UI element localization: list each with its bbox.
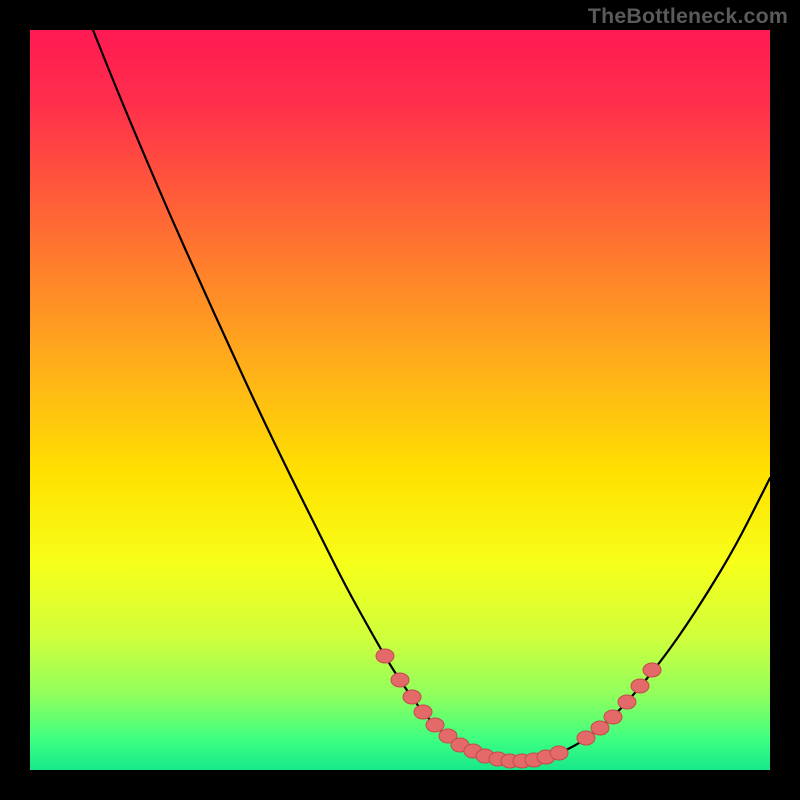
marker-group (376, 649, 661, 768)
curve-marker (618, 695, 636, 709)
curve-marker (550, 746, 568, 760)
chart-frame: TheBottleneck.com (0, 0, 800, 800)
bottleneck-curve (93, 30, 770, 761)
curve-marker (403, 690, 421, 704)
curve-marker (414, 705, 432, 719)
curve-layer (30, 30, 770, 770)
curve-marker (391, 673, 409, 687)
watermark-text: TheBottleneck.com (588, 4, 788, 29)
plot-area (30, 30, 770, 770)
curve-marker (591, 721, 609, 735)
curve-marker (631, 679, 649, 693)
curve-marker (577, 731, 595, 745)
curve-marker (376, 649, 394, 663)
curve-marker (604, 710, 622, 724)
curve-marker (426, 718, 444, 732)
curve-marker (643, 663, 661, 677)
